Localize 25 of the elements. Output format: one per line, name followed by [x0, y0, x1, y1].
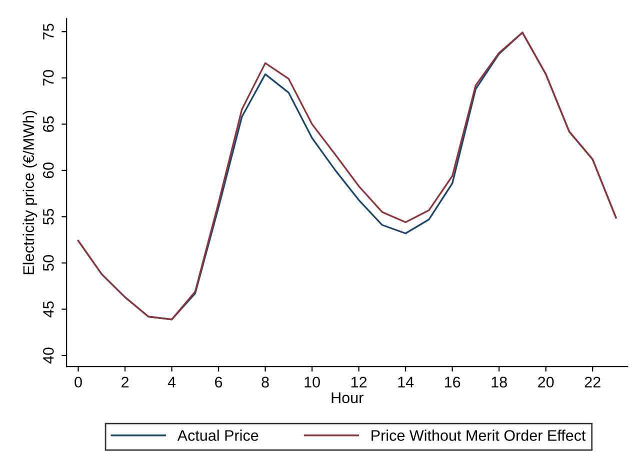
y-axis-title: Electricity price (€/MWh) — [22, 110, 38, 274]
x-tick-label: 22 — [584, 376, 600, 388]
y-tick-label: 70 — [43, 70, 54, 86]
x-axis-title: Hour — [332, 392, 364, 404]
legend-label: Actual Price — [177, 430, 258, 441]
x-tick-label: 6 — [215, 376, 222, 388]
x-tick-label: 16 — [444, 376, 460, 388]
y-tick-label: 55 — [43, 208, 54, 225]
y-tick-label: 75 — [43, 24, 54, 40]
line-series — [77, 32, 617, 320]
y-tick-label: 65 — [43, 116, 54, 132]
y-tick-label: 45 — [43, 301, 54, 318]
x-tick-label: 12 — [351, 376, 367, 388]
x-tick-label: 0 — [74, 376, 82, 388]
legend-label: Price Without Merit Order Effect — [372, 430, 586, 441]
y-tick-label: 60 — [43, 162, 54, 178]
x-tick-label: 8 — [262, 376, 269, 388]
x-tick-label: 4 — [168, 376, 176, 388]
y-tick-label: 40 — [43, 348, 54, 364]
y-tick-label: 50 — [43, 255, 54, 271]
x-tick-label: 14 — [398, 376, 414, 388]
x-tick-label: 2 — [122, 376, 128, 388]
x-tick-label: 20 — [538, 376, 554, 388]
x-tick-label: 10 — [304, 376, 320, 388]
x-tick-label: 18 — [492, 376, 507, 388]
